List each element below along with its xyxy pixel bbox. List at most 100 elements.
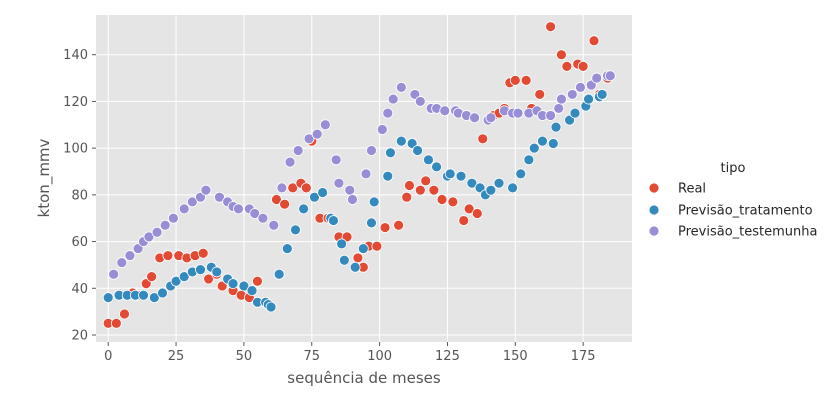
y-tick-label: 20 — [71, 328, 88, 343]
data-point — [290, 224, 301, 236]
data-point — [366, 145, 377, 156]
y-tick-label: 40 — [71, 282, 88, 297]
data-point — [300, 182, 312, 194]
data-point — [466, 177, 478, 189]
data-point — [553, 103, 565, 114]
data-point — [515, 168, 527, 180]
data-point — [550, 121, 562, 133]
data-points — [102, 21, 616, 329]
data-point — [178, 203, 190, 215]
data-point — [401, 191, 413, 203]
data-point — [124, 250, 136, 261]
data-point — [382, 107, 394, 119]
data-point — [414, 96, 426, 107]
data-point — [319, 119, 331, 131]
data-point — [561, 60, 573, 72]
data-point — [509, 75, 521, 86]
data-point — [252, 275, 263, 287]
x-tick-label: 75 — [303, 349, 320, 364]
data-point — [507, 182, 518, 194]
data-point — [575, 82, 586, 93]
data-point — [412, 145, 424, 156]
data-point — [357, 243, 369, 254]
data-point — [159, 219, 171, 231]
data-point — [271, 194, 282, 205]
data-point — [534, 89, 546, 100]
data-point — [186, 196, 198, 208]
data-point — [395, 82, 407, 93]
data-point — [151, 226, 163, 238]
data-point — [162, 250, 174, 261]
x-tick-label: 25 — [168, 349, 185, 364]
data-point — [349, 261, 361, 273]
x-tick-label: 175 — [571, 349, 596, 364]
data-point — [233, 203, 244, 215]
data-point — [211, 266, 223, 278]
data-point — [249, 208, 261, 219]
data-point — [458, 215, 470, 226]
series-Previsão_testemunha — [108, 70, 616, 280]
x-tick-label: 50 — [236, 349, 253, 364]
data-point — [328, 215, 339, 226]
data-point — [178, 271, 190, 283]
data-point — [330, 154, 342, 166]
data-point — [146, 271, 158, 283]
data-point — [102, 292, 114, 304]
data-point — [556, 93, 567, 105]
data-point — [311, 128, 323, 140]
data-point — [273, 268, 285, 280]
x-tick-label: 125 — [435, 349, 460, 364]
data-point — [583, 93, 594, 105]
data-point — [463, 203, 475, 215]
data-point — [414, 184, 426, 196]
data-point — [477, 133, 489, 145]
data-point — [368, 196, 380, 208]
data-point — [246, 285, 258, 297]
data-point — [336, 238, 348, 250]
data-point — [523, 154, 535, 166]
data-point — [317, 187, 329, 198]
data-point — [281, 243, 293, 254]
y-tick-label: 80 — [71, 188, 88, 203]
data-point — [428, 184, 440, 196]
data-point — [439, 105, 451, 117]
legend-marker — [648, 182, 660, 194]
data-point — [512, 107, 524, 119]
data-point — [167, 212, 179, 224]
data-point — [455, 170, 467, 182]
x-tick-label: 0 — [104, 349, 112, 364]
data-point — [566, 89, 578, 100]
data-point — [352, 252, 364, 264]
series-Previsão_tratamento — [102, 89, 608, 313]
data-point — [379, 222, 391, 233]
y-tick-label: 140 — [63, 48, 88, 63]
data-point — [195, 264, 206, 275]
data-point — [366, 217, 377, 229]
data-point — [347, 194, 358, 205]
x-tick-label: 150 — [503, 349, 528, 364]
data-point — [431, 161, 442, 173]
data-point — [423, 154, 434, 166]
data-point — [138, 289, 149, 301]
data-point — [265, 301, 277, 313]
x-tick-label: 100 — [367, 349, 392, 364]
data-point — [360, 168, 372, 180]
data-point — [485, 112, 497, 124]
data-point — [471, 208, 483, 219]
legend-label: Previsão_testemunha — [678, 225, 817, 240]
y-tick-label: 120 — [63, 95, 88, 110]
data-point — [116, 257, 128, 268]
data-point — [596, 89, 608, 100]
data-point — [170, 275, 182, 287]
data-point — [110, 317, 122, 329]
data-point — [537, 135, 548, 147]
data-point — [292, 145, 304, 156]
data-point — [387, 93, 399, 105]
data-point — [298, 203, 310, 215]
data-point — [528, 142, 540, 154]
data-point — [108, 268, 120, 280]
data-point — [436, 194, 448, 205]
y-axis-label: kton_mmv — [35, 138, 54, 217]
data-point — [257, 212, 269, 224]
